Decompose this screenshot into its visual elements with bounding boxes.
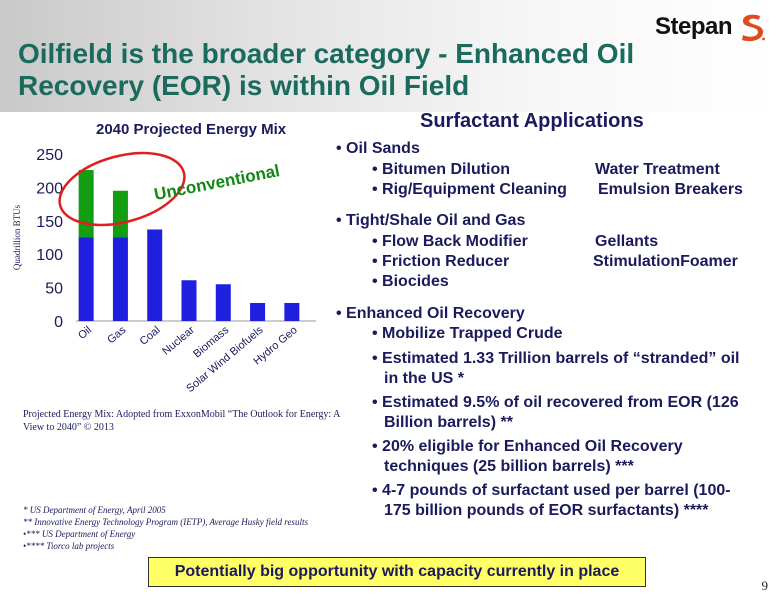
- sub-bullet: • 4-7 pounds of surfactant used per barr…: [372, 482, 731, 500]
- footnotes: * US Department of Energy, April 2005 **…: [23, 504, 363, 552]
- sub-bullet: • Rig/Equipment Cleaning: [372, 181, 567, 199]
- sub-bullet-label: Bitumen Dilution: [382, 161, 511, 178]
- bullet-marker: •: [336, 305, 347, 322]
- opportunity-callout: Potentially big opportunity with capacit…: [148, 557, 646, 587]
- sub-bullet-continuation: 175 billion pounds of EOR surfactants) *…: [384, 502, 709, 519]
- y-tick-label: 200: [36, 180, 63, 197]
- page-number: 9: [761, 578, 769, 593]
- bar-conventional: [250, 302, 266, 321]
- footnote: * US Department of Energy, April 2005: [23, 505, 166, 515]
- footnote: ** Innovative Energy Technology Program …: [23, 517, 308, 527]
- y-tick-label: 150: [36, 214, 63, 231]
- sub-bullet-right: Gellants: [595, 233, 659, 250]
- applications-title: Surfactant Applications: [420, 110, 644, 132]
- sub-bullet: • Mobilize Trapped Crude: [372, 325, 563, 343]
- bullet-label: Enhanced Oil Recovery: [346, 305, 525, 322]
- sub-bullet: • Friction Reducer: [372, 253, 509, 271]
- bullet-marker: •: [372, 438, 383, 455]
- sub-bullet-continuation: in the US *: [384, 370, 465, 387]
- bar-conventional: [181, 280, 197, 321]
- sub-bullet-label: Mobilize Trapped Crude: [382, 325, 563, 342]
- sub-bullet-right: StimulationFoamer: [593, 253, 738, 270]
- bullet-marker: •: [372, 394, 383, 411]
- chart-title: 2040 Projected Energy Mix: [96, 121, 287, 138]
- bullet-marker: •: [336, 140, 347, 157]
- bar-conventional: [78, 237, 94, 321]
- sub-bullet-continuation: Billion barrels) **: [384, 414, 513, 431]
- sub-bullet-label: Friction Reducer: [382, 253, 510, 270]
- sub-bullet-continuation: techniques (25 billion barrels) ***: [384, 458, 634, 475]
- bullet-marker: •: [372, 350, 383, 367]
- logo-text: Stepan: [654, 13, 733, 40]
- bullet-label: Tight/Shale Oil and Gas: [346, 212, 526, 229]
- bullet-tight-shale: • Tight/Shale Oil and Gas: [336, 212, 525, 230]
- bullet-marker: •: [372, 273, 383, 290]
- unconventional-label: Unconventional: [153, 161, 282, 204]
- bullet-marker: •: [372, 181, 383, 198]
- sub-bullet: • Flow Back Modifier: [372, 233, 528, 251]
- unconventional-ellipse: [58, 151, 186, 227]
- stepan-logo: Stepan: [655, 10, 766, 44]
- x-tick-label: Oil: [76, 324, 94, 342]
- y-tick-label: 100: [36, 247, 63, 264]
- bullet-eor: • Enhanced Oil Recovery: [336, 305, 525, 323]
- bar-conventional: [215, 284, 231, 321]
- bullet-marker: •: [372, 161, 383, 178]
- sub-bullet: • Estimated 9.5% of oil recovered from E…: [372, 394, 739, 412]
- sub-bullet-label: 4-7 pounds of surfactant used per barrel…: [382, 482, 731, 499]
- sub-bullet-label: Biocides: [382, 273, 449, 290]
- bullet-oil-sands: • Oil Sands: [336, 140, 420, 158]
- bar-unconventional: [112, 190, 128, 238]
- y-tick-label: 250: [36, 147, 63, 164]
- x-tick-label: Gas: [105, 324, 129, 346]
- sub-bullet-label: Estimated 1.33 Trillion barrels of “stra…: [382, 350, 740, 367]
- sub-bullet: • Bitumen Dilution: [372, 161, 510, 179]
- y-tick-label: 0: [54, 314, 63, 331]
- sub-bullet-label: Rig/Equipment Cleaning: [382, 181, 567, 198]
- footnote: •**** Tiorco lab projects: [23, 541, 115, 551]
- sub-bullet-right: Emulsion Breakers: [598, 181, 743, 198]
- bar-conventional: [147, 229, 163, 321]
- bar-unconventional: [78, 170, 94, 238]
- energy-mix-chart: 0 50 100 150 200 250 Quadrillion BTUs Oil Gas Coa…: [12, 147, 316, 395]
- bullet-marker: •: [372, 482, 383, 499]
- bullet-label: Oil Sands: [346, 140, 420, 157]
- footnote: •*** US Department of Energy: [23, 529, 136, 539]
- header-gradient: [0, 0, 776, 112]
- sub-bullet-right: Water Treatment: [595, 161, 720, 178]
- sub-bullet-label: Flow Back Modifier: [382, 233, 528, 250]
- sub-bullet-label: Estimated 9.5% of oil recovered from EOR…: [382, 394, 739, 411]
- stepan-s-logo-icon: [742, 14, 765, 42]
- slide-title: Oilfield is the broader category - Enhan…: [18, 38, 635, 101]
- sub-bullet: • Biocides: [372, 273, 449, 291]
- bar-conventional: [284, 302, 300, 321]
- bullet-marker: •: [336, 212, 347, 229]
- chart-source-note: Projected Energy Mix: Adopted from Exxon…: [23, 409, 340, 433]
- bar-conventional: [112, 237, 128, 321]
- bullet-marker: •: [372, 325, 383, 342]
- sub-bullet-label: 20% eligible for Enhanced Oil Recovery: [382, 438, 683, 455]
- y-tick-label: 50: [45, 281, 63, 298]
- bullet-marker: •: [372, 253, 383, 270]
- bullet-marker: •: [372, 233, 383, 250]
- sub-bullet: • Estimated 1.33 Trillion barrels of “st…: [372, 350, 739, 368]
- sub-bullet: • 20% eligible for Enhanced Oil Recovery: [372, 438, 683, 456]
- x-tick-label: Coal: [138, 324, 163, 348]
- y-axis-label: Quadrillion BTUs: [12, 204, 22, 270]
